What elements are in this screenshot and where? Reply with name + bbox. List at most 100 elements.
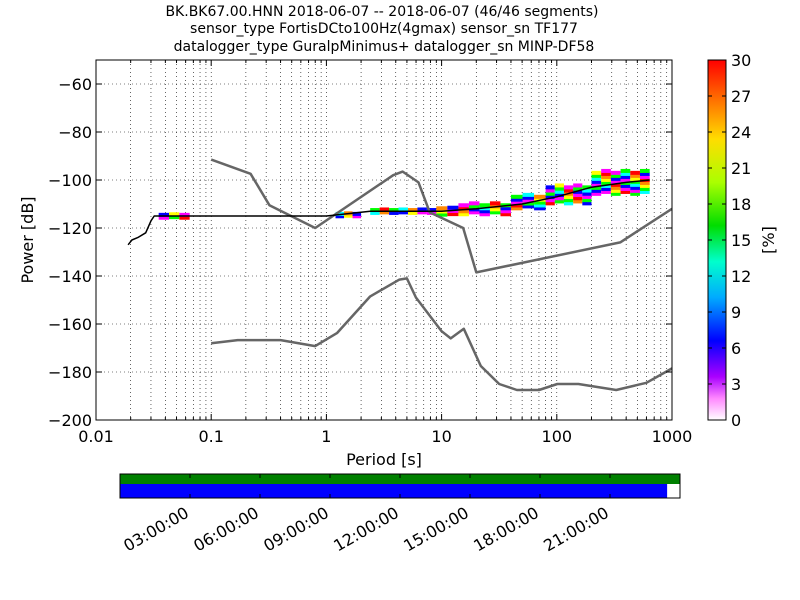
colorbar-tick-label: 27 bbox=[731, 87, 751, 106]
ppsd-density-cell bbox=[601, 180, 611, 185]
ppsd-density-cell bbox=[639, 171, 650, 176]
ppsd-density-cell bbox=[620, 189, 631, 194]
ppsd-density-cell bbox=[620, 174, 631, 179]
ppsd-density-cell bbox=[554, 199, 564, 204]
ppsd-density-cell bbox=[479, 203, 490, 208]
coverage-time-label: 12:00:00 bbox=[330, 503, 402, 555]
ppsd-density-cell bbox=[630, 185, 640, 190]
colorbar-tick-label: 30 bbox=[731, 51, 751, 70]
ppsd-density-cell bbox=[458, 203, 469, 208]
plot-frame bbox=[95, 59, 673, 421]
series-line-noise-model-high bbox=[210, 158, 672, 274]
ppsd-density-cell bbox=[335, 214, 345, 219]
ppsd-density-cell bbox=[601, 171, 611, 176]
coverage-time-label: 06:00:00 bbox=[190, 503, 262, 555]
ppsd-density-cell bbox=[554, 196, 564, 201]
series-lines bbox=[127, 158, 672, 392]
ppsd-density-cell bbox=[630, 176, 640, 181]
ppsd-density-cell bbox=[563, 198, 574, 203]
ppsd-density-cell bbox=[610, 176, 621, 181]
ppsd-density-cell bbox=[510, 194, 523, 199]
ppsd-density-cell bbox=[489, 201, 501, 206]
ppsd-density-cell bbox=[620, 186, 631, 191]
ppsd-density-cell bbox=[591, 179, 602, 184]
ppsd-density-cell bbox=[510, 197, 523, 202]
ppsd-density-cell bbox=[591, 170, 602, 175]
ppsd-density-cell bbox=[417, 210, 427, 215]
ppsd-density-cell bbox=[582, 191, 592, 196]
ppsd-density-cell bbox=[639, 189, 650, 194]
ppsd-density-cell bbox=[545, 201, 555, 206]
ppsd-density-cell bbox=[573, 196, 583, 201]
colorbar-tick-label: 3 bbox=[731, 375, 741, 394]
ppsd-density-cell bbox=[582, 185, 592, 190]
ppsd-density-cell bbox=[344, 213, 353, 218]
ppsd-density-cell bbox=[610, 170, 621, 175]
ppsd-density-cell bbox=[630, 173, 640, 178]
chart-title-line-3: datalogger_type GuralpMinimus+ datalogge… bbox=[174, 39, 595, 55]
ppsd-density-cell bbox=[591, 191, 602, 196]
ppsd-density-cell bbox=[545, 194, 555, 199]
ppsd-density-cell bbox=[500, 212, 511, 217]
colorbar-tick-label: 9 bbox=[731, 303, 741, 322]
ppsd-density-cell bbox=[458, 206, 469, 211]
ppsd-density-cell bbox=[510, 206, 523, 211]
ppsd-density-cell bbox=[489, 210, 501, 215]
ppsd-density-cell bbox=[610, 191, 621, 196]
ppsd-density-cell bbox=[582, 198, 592, 203]
ppsd-density-cell bbox=[545, 188, 555, 193]
x-tick-label: 0.01 bbox=[78, 427, 114, 446]
ppsd-density-cell bbox=[389, 210, 399, 215]
x-tick-label: 100 bbox=[542, 427, 573, 446]
coverage-time-label: 03:00:00 bbox=[120, 503, 192, 555]
coverage-panel: 03:00:0006:00:0009:00:0012:00:0015:00:00… bbox=[119, 473, 681, 555]
ppsd-density-cell bbox=[601, 186, 611, 191]
ppsd-density-cell bbox=[398, 210, 408, 215]
y-tick-label: −120 bbox=[48, 219, 92, 238]
ppsd-density-cell bbox=[522, 192, 535, 197]
ppsd-density-cell bbox=[620, 177, 631, 182]
ppsd-density-cell bbox=[601, 189, 611, 194]
ppsd-density-cell bbox=[479, 212, 490, 217]
ppsd-density-cell bbox=[468, 204, 480, 209]
ppsd-density-cell bbox=[370, 208, 380, 213]
ppsd-density-cell bbox=[639, 168, 650, 173]
ppsd-density-cell bbox=[563, 201, 574, 206]
ppsd-density-cell bbox=[554, 186, 564, 191]
ppsd-density-cell bbox=[601, 177, 611, 182]
ppsd-density-cell bbox=[639, 183, 650, 188]
ppsd-density-cell bbox=[591, 173, 602, 178]
ppsd-density-cell bbox=[447, 205, 459, 210]
ppsd-density-cell bbox=[591, 188, 602, 193]
ppsd-density-cell bbox=[639, 174, 650, 179]
ppsd-density-cell bbox=[554, 183, 564, 188]
x-axis-label: Period [s] bbox=[346, 450, 422, 469]
colorbar-tick-label: 18 bbox=[731, 195, 751, 214]
x-tick-label: 0.1 bbox=[198, 427, 223, 446]
ppsd-density-cell bbox=[573, 186, 583, 191]
colorbar-tick-label: 12 bbox=[731, 267, 751, 286]
ppsd-density-cell bbox=[639, 180, 650, 185]
colorbar-tick-label: 0 bbox=[731, 411, 741, 430]
ppsd-density-cell bbox=[610, 185, 621, 190]
y-tick-label: −100 bbox=[48, 171, 92, 190]
used-coverage-bar bbox=[120, 484, 668, 498]
colorbar-ticks: 0 3 6 9 12 15 18 21 24 27 30 bbox=[708, 51, 751, 430]
ppsd-density-cell bbox=[447, 212, 459, 217]
colorbar-tick-label: 15 bbox=[731, 231, 751, 250]
series-line-mode-ppsd bbox=[127, 179, 650, 246]
x-tick-label: 1000 bbox=[652, 427, 693, 446]
ppsd-density-cell bbox=[563, 185, 574, 190]
ppsd-density-cell bbox=[522, 195, 535, 200]
y-axis-label: Power [dB] bbox=[18, 196, 37, 283]
ppsd-density-cell bbox=[610, 173, 621, 178]
ppsd-density-cell bbox=[534, 194, 546, 199]
ppsd-density-cell bbox=[563, 194, 574, 199]
ppsd-density-cell bbox=[179, 212, 190, 217]
ppsd-density-cell bbox=[500, 209, 511, 214]
ppsd-density-cell bbox=[169, 212, 180, 217]
ppsd-density-cell bbox=[389, 208, 399, 213]
ppsd-density-cell bbox=[601, 168, 611, 173]
ppsd-density-cell bbox=[573, 183, 583, 188]
